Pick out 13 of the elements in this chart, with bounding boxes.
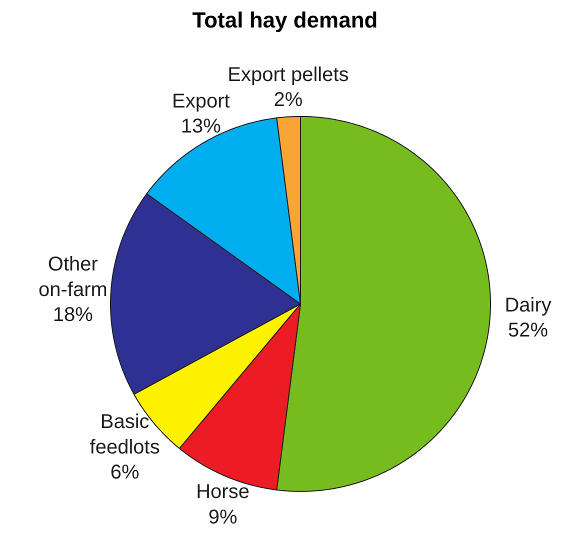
data-label: 18%: [52, 304, 94, 326]
data-label: 13%: [180, 116, 222, 138]
slice-label: Export: [172, 90, 230, 112]
slice-label: Export pellets: [228, 64, 349, 86]
slice-label: Basic feedlots: [90, 411, 160, 458]
slice-label: Horse: [196, 481, 250, 504]
data-label: 6%: [110, 462, 140, 484]
data-label: 52%: [508, 320, 548, 342]
data-label: 9%: [208, 506, 238, 528]
data-label: 2%: [274, 89, 303, 112]
chart-title: Total hay demand: [192, 8, 378, 32]
slice-label: Dairy: [504, 294, 552, 316]
slice-label: Other on-farm: [38, 254, 108, 301]
